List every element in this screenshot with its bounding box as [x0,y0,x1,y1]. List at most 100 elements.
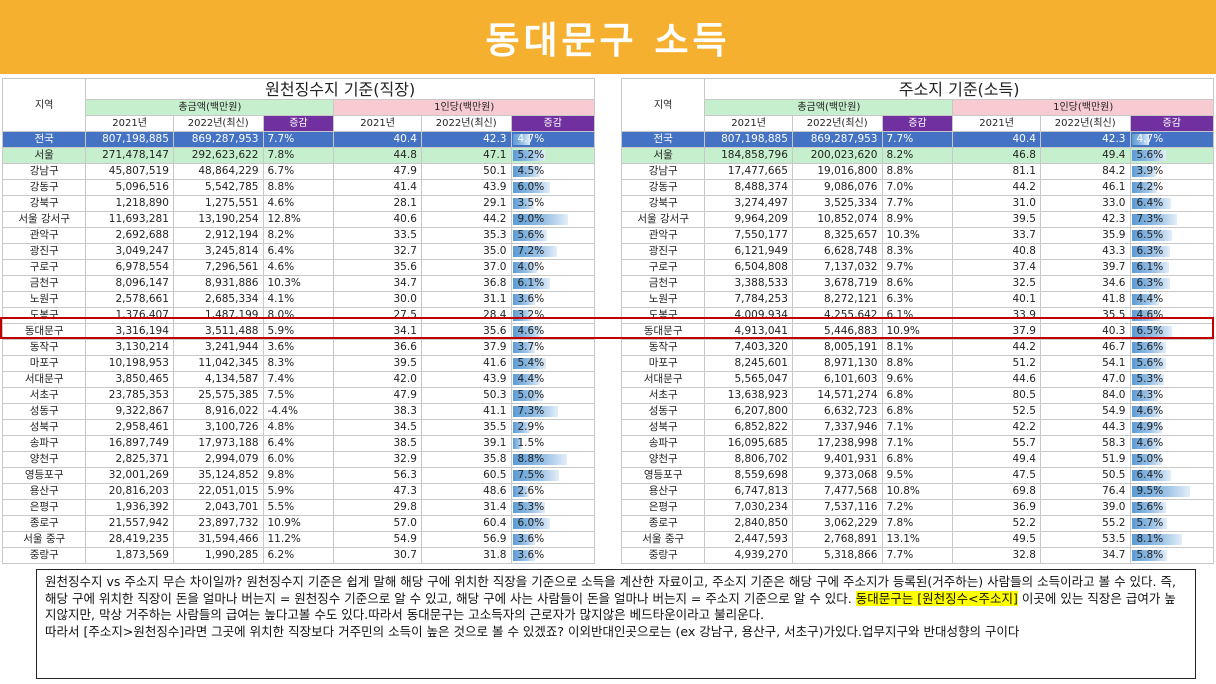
change-value: 5.7% [1136,517,1164,529]
data-bar [512,454,567,465]
total-change-cell: 7.7% [881,195,954,212]
per-capita-2021-cell: 30.7 [333,547,422,564]
data-bar [1131,134,1149,145]
data-bar [1131,358,1167,369]
per-capita-change-cell: 8.1% [1129,531,1214,548]
total-2021-cell: 16,897,749 [85,435,174,452]
per-capita-2021-cell: 47.3 [333,483,422,500]
total-2021-cell: 16,095,685 [704,435,793,452]
per-capita-2021-cell: 32.8 [952,547,1041,564]
per-capita-change-cell: 3.7% [510,339,595,356]
data-bar [1131,278,1171,289]
change-value: 4.6% [1136,437,1164,449]
change-value: 3.2% [517,309,545,321]
total-change-cell: 10.9% [881,323,954,340]
data-bar [512,294,535,305]
total-change-cell: 6.2% [262,547,335,564]
year-2022-header: 2022년(최신) [791,115,883,132]
data-bar [1131,390,1159,401]
change-value: 3.9% [1136,165,1164,177]
total-2021-cell: 9,322,867 [85,403,174,420]
total-change-cell: 5.5% [262,499,335,516]
total-2022-cell: 869,287,953 [172,131,264,148]
data-bar [512,214,569,225]
total-2021-cell: 3,850,465 [85,371,174,388]
total-2022-cell: 3,511,488 [172,323,264,340]
data-bar [1131,406,1160,417]
per-capita-2021-cell: 32.5 [952,275,1041,292]
per-capita-2021-cell: 49.4 [952,451,1041,468]
total-change-cell: 9.8% [262,467,335,484]
total-change-cell: 8.1% [881,339,954,356]
data-bar [1131,230,1172,241]
per-capita-change-cell: 4.6% [1129,307,1214,324]
data-bar [1131,486,1191,497]
total-change-cell: 6.8% [881,403,954,420]
change-value: 5.6% [1136,149,1164,161]
total-2022-cell: 6,101,603 [791,371,883,388]
region-cell: 강북구 [1,195,87,212]
per-capita-2022-cell: 35.8 [420,451,512,468]
total-2022-cell: 2,043,701 [172,499,264,516]
per-capita-2021-cell: 81.1 [952,163,1041,180]
total-2021-cell: 2,692,688 [85,227,174,244]
year-2021-header: 2021년 [704,115,793,132]
per-capita-2021-cell: 34.5 [333,419,422,436]
per-capita-change-cell: 4.3% [1129,387,1214,404]
total-change-cell: 4.8% [262,419,335,436]
region-cell: 서초구 [1,387,87,404]
data-bar [1131,262,1170,273]
total-2022-cell: 17,238,998 [791,435,883,452]
change-value: 5.2% [517,149,545,161]
total-2021-cell: 4,913,041 [704,323,793,340]
total-change-cell: 5.9% [262,483,335,500]
total-2021-cell: 6,747,813 [704,483,793,500]
data-bar [1131,198,1172,209]
table-row: 동대문구 4,913,041 5,446,883 10.9% 37.9 40.3 6.5% [620,323,1214,340]
total-change-cell: 3.6% [262,339,335,356]
region-cell: 강동구 [620,179,706,196]
region-cell: 노원구 [620,291,706,308]
change-value: 5.3% [1136,373,1164,385]
data-bar [512,374,540,385]
total-2022-cell: 7,477,568 [791,483,883,500]
table-row: 성동구 6,207,800 6,632,723 6.8% 52.5 54.9 4.6% [620,403,1214,420]
region-cell: 마포구 [620,355,706,372]
total-2021-cell: 6,978,554 [85,259,174,276]
table-row: 동대문구 3,316,194 3,511,488 5.9% 34.1 35.6 4.6% [1,323,595,340]
per-capita-2021-cell: 40.6 [333,211,422,228]
total-2021-cell: 8,096,147 [85,275,174,292]
region-cell: 동대문구 [1,323,87,340]
per-capita-2021-cell: 39.5 [333,355,422,372]
total-2021-cell: 2,840,850 [704,515,793,532]
per-capita-2021-cell: 56.3 [333,467,422,484]
data-bar [512,502,546,513]
data-bar [512,518,550,529]
change-value: 9.0% [517,213,545,225]
data-bar [512,342,536,353]
table-row: 서울 강서구 9,964,209 10,852,074 8.9% 39.5 42.3 7.3… [620,211,1214,228]
note-paragraph-2: 따라서 [주소지>원천징수]라면 그곳에 위치한 직장보다 거주민의 소득이 높… [45,623,1020,639]
total-2022-cell: 22,051,015 [172,483,264,500]
total-change-cell: 8.8% [262,179,335,196]
total-change-cell: 8.2% [881,147,954,164]
per-capita-change-cell: 5.6% [1129,147,1214,164]
total-2021-cell: 6,121,949 [704,243,793,260]
total-2021-cell: 32,001,269 [85,467,174,484]
total-2022-cell: 1,275,551 [172,195,264,212]
change-value: 4.6% [1136,309,1164,321]
per-capita-2022-cell: 55.2 [1039,515,1131,532]
data-bar [512,262,538,273]
table-row: 송파구 16,095,685 17,238,998 7.1% 55.7 58.3 4.6% [620,435,1214,452]
total-2022-cell: 5,446,883 [791,323,883,340]
change-value: 4.7% [1136,133,1164,145]
change-value: 6.4% [1136,197,1164,209]
per-capita-2022-cell: 46.1 [1039,179,1131,196]
total-2022-cell: 8,971,130 [791,355,883,372]
per-capita-2021-cell: 33.5 [333,227,422,244]
region-cell: 양천구 [620,451,706,468]
total-2021-cell: 8,806,702 [704,451,793,468]
total-change-cell: 6.8% [881,387,954,404]
per-capita-2021-cell: 32.9 [333,451,422,468]
total-change-cell: 8.8% [881,355,954,372]
